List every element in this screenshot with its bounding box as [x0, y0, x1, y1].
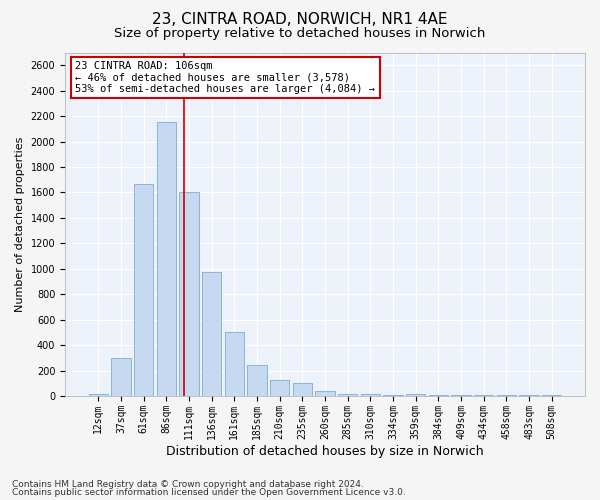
Bar	[293, 382, 312, 396]
Bar	[202, 272, 221, 396]
Bar	[406, 394, 425, 396]
Bar	[134, 184, 153, 396]
Bar	[338, 394, 358, 396]
Bar	[112, 358, 131, 396]
Text: Contains HM Land Registry data © Crown copyright and database right 2024.: Contains HM Land Registry data © Crown c…	[12, 480, 364, 489]
Bar	[157, 122, 176, 396]
Bar	[270, 380, 289, 396]
Bar	[383, 395, 403, 396]
Y-axis label: Number of detached properties: Number of detached properties	[15, 136, 25, 312]
X-axis label: Distribution of detached houses by size in Norwich: Distribution of detached houses by size …	[166, 444, 484, 458]
Bar	[451, 395, 470, 396]
Text: 23, CINTRA ROAD, NORWICH, NR1 4AE: 23, CINTRA ROAD, NORWICH, NR1 4AE	[152, 12, 448, 28]
Bar	[224, 332, 244, 396]
Text: Contains public sector information licensed under the Open Government Licence v3: Contains public sector information licen…	[12, 488, 406, 497]
Text: 23 CINTRA ROAD: 106sqm
← 46% of detached houses are smaller (3,578)
53% of semi-: 23 CINTRA ROAD: 106sqm ← 46% of detached…	[76, 61, 376, 94]
Bar	[179, 192, 199, 396]
Bar	[247, 365, 266, 396]
Text: Size of property relative to detached houses in Norwich: Size of property relative to detached ho…	[115, 28, 485, 40]
Bar	[89, 394, 108, 396]
Bar	[316, 391, 335, 396]
Bar	[361, 394, 380, 396]
